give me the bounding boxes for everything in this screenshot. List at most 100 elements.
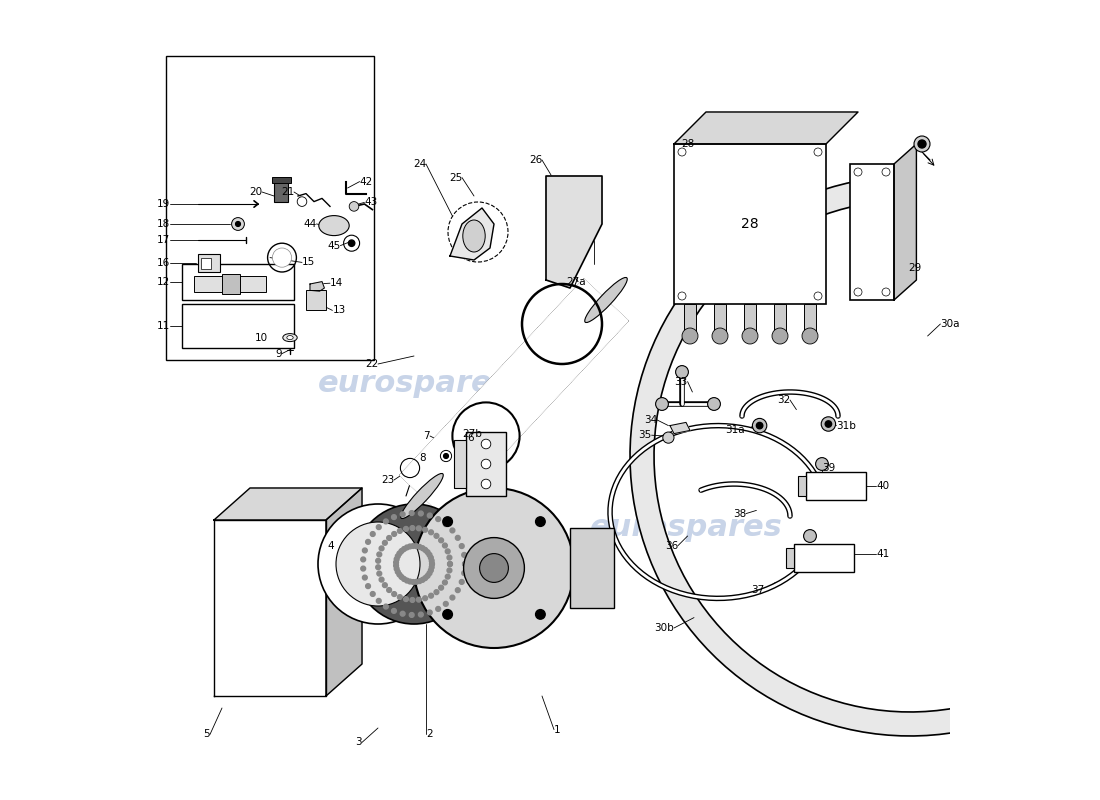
Polygon shape (310, 282, 324, 291)
Bar (674, 144, 826, 304)
Circle shape (387, 588, 392, 593)
Circle shape (402, 577, 407, 582)
Circle shape (273, 248, 292, 267)
Polygon shape (326, 488, 362, 696)
Circle shape (914, 136, 929, 152)
Circle shape (480, 554, 508, 582)
Circle shape (235, 222, 241, 226)
Circle shape (362, 575, 367, 580)
Circle shape (365, 539, 371, 544)
Text: 40: 40 (877, 482, 890, 491)
Circle shape (463, 562, 467, 566)
Ellipse shape (400, 474, 443, 518)
Circle shape (400, 611, 405, 616)
Circle shape (400, 512, 405, 517)
Circle shape (436, 517, 441, 522)
Circle shape (663, 432, 674, 443)
Polygon shape (546, 176, 602, 288)
Bar (683, 304, 696, 336)
Circle shape (417, 598, 421, 602)
Bar (744, 304, 757, 336)
Circle shape (392, 514, 396, 519)
Circle shape (428, 513, 432, 518)
Circle shape (420, 546, 425, 550)
Circle shape (434, 590, 439, 594)
Text: 15: 15 (302, 258, 316, 267)
Text: 17: 17 (156, 235, 170, 245)
Polygon shape (630, 176, 1037, 736)
Circle shape (463, 538, 525, 598)
Circle shape (682, 328, 698, 344)
Bar (274, 181, 288, 202)
Circle shape (410, 579, 416, 584)
Text: 27b: 27b (462, 430, 482, 439)
Circle shape (417, 526, 421, 530)
Circle shape (379, 578, 384, 582)
Ellipse shape (585, 278, 627, 322)
Circle shape (426, 574, 430, 578)
Circle shape (387, 535, 392, 540)
Text: 37: 37 (751, 585, 764, 594)
Text: eurospares: eurospares (318, 370, 510, 398)
Circle shape (450, 595, 454, 600)
Circle shape (678, 148, 686, 156)
Circle shape (365, 584, 371, 589)
Circle shape (405, 545, 409, 550)
Circle shape (376, 558, 381, 563)
Circle shape (446, 574, 450, 579)
Circle shape (427, 571, 432, 576)
Circle shape (422, 527, 428, 532)
Circle shape (460, 579, 464, 584)
Circle shape (742, 328, 758, 344)
Text: eurospares: eurospares (590, 514, 782, 542)
Circle shape (536, 610, 546, 619)
Circle shape (707, 398, 721, 410)
Bar (454, 440, 466, 488)
Circle shape (408, 544, 412, 549)
Bar (182, 264, 294, 300)
Text: 29: 29 (909, 263, 922, 273)
Circle shape (481, 479, 491, 489)
Circle shape (426, 550, 430, 554)
Circle shape (409, 613, 414, 618)
Text: 23: 23 (381, 475, 394, 485)
Polygon shape (214, 520, 326, 696)
Bar (201, 258, 211, 269)
Bar (850, 164, 894, 300)
Text: 22: 22 (365, 359, 378, 369)
Circle shape (376, 525, 382, 530)
Circle shape (397, 551, 401, 556)
Bar (222, 274, 240, 294)
Ellipse shape (463, 220, 485, 252)
Circle shape (349, 240, 355, 246)
Text: 2: 2 (426, 730, 432, 739)
Text: 33: 33 (674, 377, 688, 386)
Circle shape (404, 597, 408, 602)
Circle shape (420, 578, 425, 582)
Circle shape (429, 530, 433, 534)
Polygon shape (670, 422, 690, 434)
Text: 16: 16 (156, 258, 170, 268)
Circle shape (404, 526, 408, 531)
Text: 5: 5 (204, 730, 210, 739)
Circle shape (394, 566, 399, 571)
Circle shape (397, 594, 403, 599)
Circle shape (371, 532, 375, 537)
Text: 31a: 31a (726, 426, 745, 435)
Bar (306, 290, 326, 310)
Polygon shape (214, 488, 362, 520)
Circle shape (402, 546, 407, 551)
Circle shape (429, 568, 433, 573)
Text: 28: 28 (741, 217, 759, 231)
Circle shape (439, 586, 443, 590)
Circle shape (384, 604, 388, 609)
Text: 3: 3 (355, 738, 362, 747)
Circle shape (371, 591, 375, 596)
Bar (198, 254, 220, 272)
Text: 1: 1 (554, 725, 561, 734)
Circle shape (427, 552, 432, 557)
Circle shape (678, 292, 686, 300)
Circle shape (383, 582, 387, 587)
Circle shape (379, 546, 384, 550)
Circle shape (439, 538, 443, 542)
